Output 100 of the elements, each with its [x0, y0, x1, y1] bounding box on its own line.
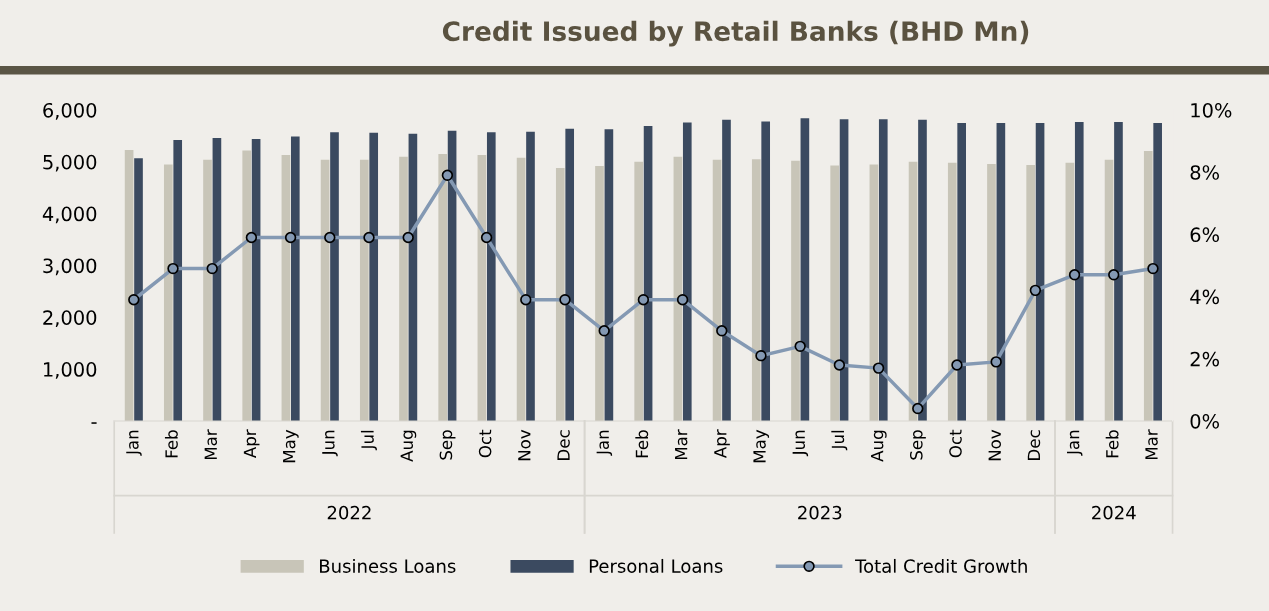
x-tick-label: Jan	[1067, 430, 1083, 456]
bar	[330, 132, 339, 421]
point	[363, 231, 375, 244]
x-tick-label: Oct	[478, 429, 492, 458]
y2-tick-label: 10%	[1191, 102, 1232, 118]
point	[598, 325, 610, 337]
bar	[722, 119, 731, 421]
text: 2022	[327, 505, 371, 520]
bar	[486, 132, 496, 421]
point	[833, 359, 846, 371]
point	[1068, 269, 1081, 281]
x-tick-label: Mar	[1145, 429, 1158, 460]
x-tick-label: Apr	[714, 429, 730, 459]
y2-tick-label: 8%	[1190, 165, 1219, 180]
x-tick-label: Jul	[360, 430, 377, 451]
y2-tick-label: 2%	[1190, 351, 1219, 367]
bar	[1035, 122, 1045, 421]
bar	[369, 132, 379, 421]
x-tick-label: Jan	[126, 430, 142, 456]
bar	[242, 150, 252, 421]
x-tick-label: Aug	[871, 430, 887, 462]
y-tick-label: 3,000	[43, 258, 97, 276]
legend-label: Personal Loans	[589, 558, 723, 573]
bar	[1026, 164, 1035, 421]
point	[324, 231, 336, 244]
x-tick-label: Sep	[439, 430, 456, 460]
x-tick-label: Feb	[635, 430, 649, 458]
point	[520, 293, 532, 306]
text: 2024	[1092, 505, 1136, 520]
x-tick-label: Jul	[831, 430, 848, 451]
bar	[1143, 150, 1153, 421]
point	[794, 340, 806, 353]
x-tick-label: Apr	[243, 429, 260, 459]
point	[206, 262, 218, 275]
bar	[839, 119, 849, 421]
bar	[604, 129, 614, 421]
x-tick-label: Jun	[792, 430, 809, 457]
bar	[134, 158, 143, 421]
bar	[957, 122, 966, 421]
y2-tick-label: 4%	[1190, 289, 1219, 305]
bar	[399, 156, 408, 421]
bar	[761, 121, 771, 421]
bar	[281, 155, 291, 421]
bar	[555, 168, 565, 421]
y2-tick-label: 6%	[1190, 227, 1219, 243]
bar	[830, 165, 839, 421]
bar	[163, 164, 173, 421]
point	[872, 362, 885, 374]
bar	[359, 159, 369, 421]
x-tick-label: Feb	[164, 430, 178, 458]
bar	[212, 137, 222, 421]
bar	[918, 119, 927, 421]
bar	[173, 140, 183, 421]
point	[284, 231, 297, 244]
point	[716, 325, 728, 337]
bar	[682, 122, 692, 421]
point	[402, 231, 414, 244]
x-tick-label: Feb	[1105, 430, 1119, 458]
x-tick-label: Nov	[518, 429, 531, 461]
point	[128, 293, 140, 306]
point	[559, 293, 571, 306]
x-tick-label: Jun	[322, 430, 338, 457]
bar	[643, 126, 653, 421]
point	[167, 262, 179, 275]
bar	[800, 118, 810, 421]
x-tick-label: May	[753, 429, 770, 463]
x-tick-label: Sep	[910, 430, 926, 460]
point	[245, 231, 258, 244]
bar	[438, 154, 448, 421]
point	[912, 402, 924, 415]
point	[755, 349, 767, 362]
x-tick-label: Oct	[949, 429, 962, 458]
point	[676, 293, 689, 306]
y-tick-label: 1,000	[44, 362, 97, 379]
point	[441, 169, 454, 181]
bar	[251, 139, 261, 421]
bar	[565, 128, 575, 421]
point	[480, 231, 493, 244]
point	[1108, 269, 1120, 281]
bar	[203, 159, 212, 421]
bar	[634, 161, 644, 421]
legend-label: Total Credit Growth	[855, 558, 1027, 573]
bar	[1074, 121, 1084, 421]
x-tick-label: Nov	[988, 429, 1001, 461]
bar	[595, 165, 604, 421]
point	[990, 356, 1002, 368]
text: 2023	[798, 505, 842, 520]
bar	[320, 159, 330, 421]
chart-title: Credit Issued by Retail Banks (BHD Mn)	[442, 20, 1029, 47]
x-tick-label: Dec	[557, 430, 570, 460]
y-tick-label: 4,000	[42, 206, 97, 224]
bar	[947, 162, 957, 421]
point	[951, 359, 963, 371]
x-tick-label: May	[283, 429, 299, 463]
point	[1147, 262, 1159, 275]
bar	[673, 156, 683, 421]
bar	[290, 136, 300, 421]
point	[1029, 284, 1042, 297]
y2-tick-label: 0%	[1190, 413, 1219, 429]
bar	[1153, 122, 1162, 421]
